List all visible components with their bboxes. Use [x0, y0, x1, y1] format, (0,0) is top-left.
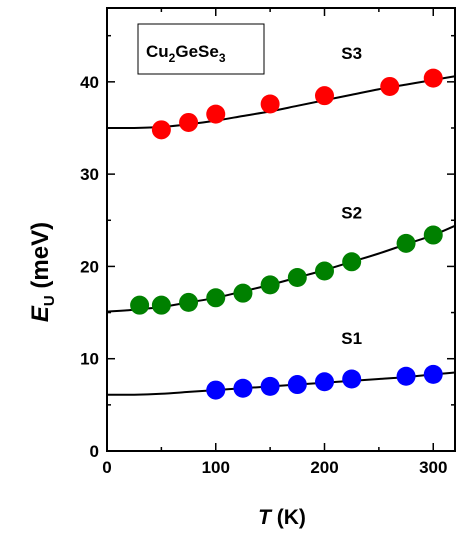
data-point-s2 [423, 225, 443, 245]
data-point-s1 [342, 369, 362, 389]
x-tick-label: 0 [102, 458, 111, 477]
data-point-s3 [380, 76, 400, 96]
series-label-s2: S2 [341, 203, 362, 222]
y-tick-label: 30 [80, 165, 99, 184]
data-point-s2 [233, 283, 253, 303]
data-point-s2 [151, 295, 171, 315]
data-point-s1 [287, 375, 307, 395]
data-point-s3 [260, 94, 280, 114]
sample-label: Cu2GeSe3 [146, 42, 226, 65]
series-label-s1: S1 [341, 329, 362, 348]
data-point-s2 [206, 288, 226, 308]
data-point-s2 [287, 267, 307, 287]
data-point-s1 [206, 380, 226, 400]
data-point-s3 [423, 68, 443, 88]
y-tick-label: 40 [80, 73, 99, 92]
data-point-s3 [206, 104, 226, 124]
sample-box [137, 23, 265, 75]
y-tick-label: 10 [80, 350, 99, 369]
fit-line-s3 [106, 75, 456, 130]
x-tick-label: 200 [310, 458, 338, 477]
sample-label-box: Cu2GeSe3 [137, 23, 265, 75]
y-axis-title: EU (meV) [27, 222, 58, 322]
data-points [130, 68, 443, 400]
data-point-s3 [179, 112, 199, 132]
data-point-s2 [342, 252, 362, 272]
data-point-s1 [396, 366, 416, 386]
data-point-s2 [179, 292, 199, 312]
data-point-s3 [315, 86, 334, 106]
axis-ticks: 0 100 200 300 0 10 20 30 40 [80, 8, 455, 477]
y-tick-label: 20 [80, 257, 99, 276]
data-point-s1 [260, 376, 280, 396]
series-labels: S3 S2 S1 [341, 44, 362, 348]
data-point-s1 [423, 364, 443, 384]
data-point-s3 [151, 120, 171, 140]
plot-frame [106, 7, 456, 452]
x-axis-title: T (K) [258, 506, 306, 529]
data-point-s2 [396, 233, 416, 253]
data-point-s1 [315, 372, 334, 392]
y-tick-label: 0 [90, 442, 99, 461]
x-tick-label: 100 [202, 458, 230, 477]
data-point-s1 [233, 378, 253, 398]
x-tick-label: 300 [419, 458, 447, 477]
data-point-s2 [130, 295, 150, 315]
data-point-s2 [315, 261, 334, 281]
series-label-s3: S3 [341, 44, 362, 63]
data-point-s2 [260, 275, 280, 295]
